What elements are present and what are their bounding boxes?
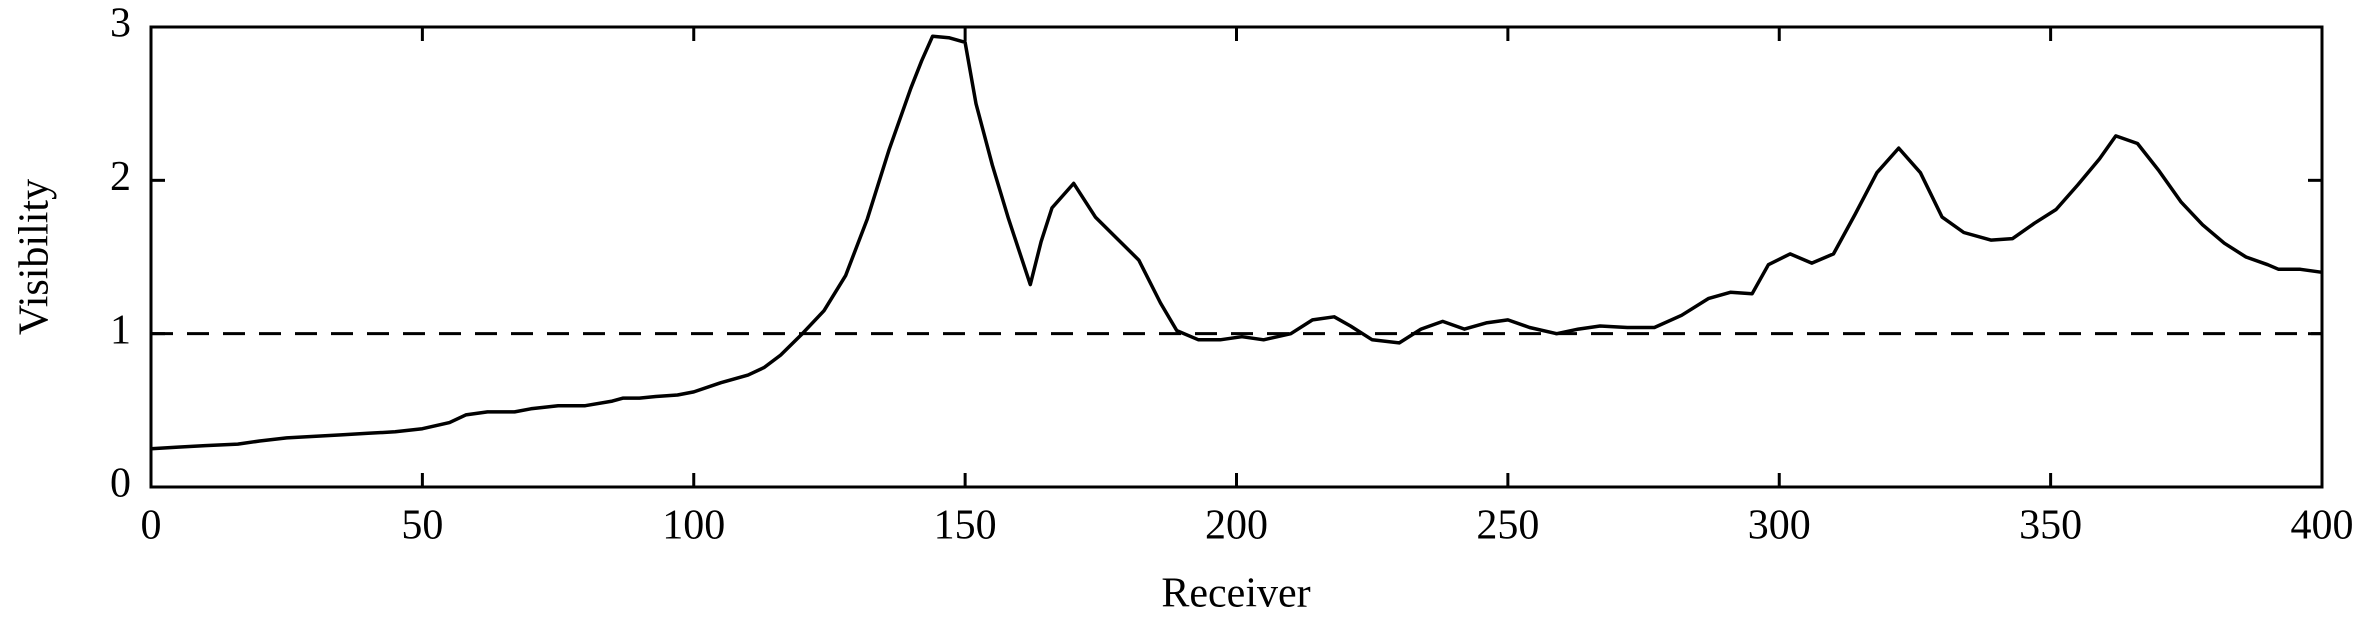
- x-tick-label: 0: [141, 503, 162, 549]
- x-tick-label: 350: [2019, 503, 2082, 549]
- x-tick-label: 100: [662, 503, 725, 549]
- x-tick-label: 400: [2291, 503, 2354, 549]
- x-tick-label: 150: [934, 503, 997, 549]
- y-axis-label: Visibility: [12, 179, 58, 335]
- x-tick-label: 250: [1476, 503, 1539, 549]
- x-tick-label: 50: [401, 503, 443, 549]
- x-tick-label: 300: [1748, 503, 1811, 549]
- y-tick-label: 0: [110, 461, 131, 507]
- plot-frame: [149, 25, 2324, 489]
- x-tick-label: 200: [1205, 503, 1268, 549]
- y-tick-label: 2: [110, 154, 131, 200]
- data-line: [150, 34, 2323, 451]
- y-tick-label: 1: [110, 307, 131, 353]
- y-tick-label: 3: [110, 1, 131, 47]
- x-axis-label: Receiver: [1161, 571, 1310, 617]
